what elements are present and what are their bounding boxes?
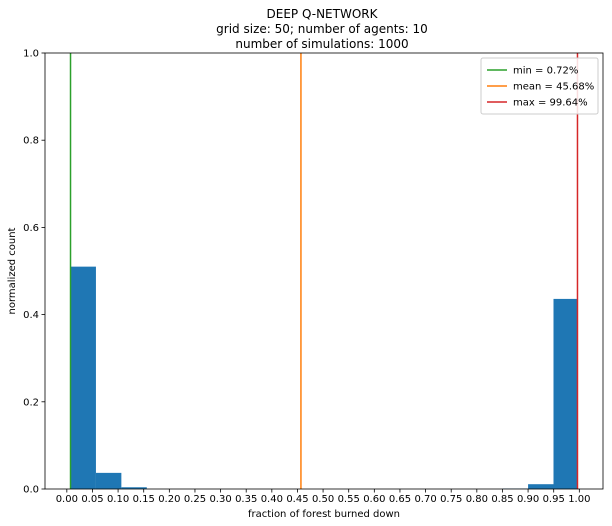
x-tick-label: 0.05: [81, 494, 103, 505]
x-tick-label: 0.65: [389, 494, 411, 505]
x-tick-label: 0.80: [466, 494, 488, 505]
x-axis-ticks: 0.00 0.05 0.10 0.15 0.20 0.25 0.30 0.35 0.40 0.45…: [56, 489, 590, 505]
bars-layer: [70, 266, 578, 489]
x-tick-label: 0.10: [107, 494, 129, 505]
legend-label: mean = 45.68%: [513, 82, 594, 93]
x-axis-label: fraction of forest burned down: [248, 509, 400, 520]
vlines-layer: [69, 53, 579, 489]
histogram-bar: [528, 484, 554, 489]
legend-box: [480, 57, 599, 115]
legend: min = 0.72% mean = 45.68% max = 99.64%: [480, 57, 599, 115]
y-tick-label: 0.6: [23, 223, 39, 234]
title-line-2: grid size: 50; number of agents: 10: [216, 22, 428, 36]
x-tick-label: 0.95: [543, 494, 565, 505]
x-tick-label: 0.45: [286, 494, 308, 505]
x-tick-label: 0.70: [414, 494, 436, 505]
x-tick-label: 0.50: [312, 494, 334, 505]
x-tick-label: 0.85: [491, 494, 513, 505]
x-tick-label: 0.30: [209, 494, 231, 505]
legend-label: max = 99.64%: [513, 98, 588, 109]
x-tick-label: 0.35: [235, 494, 257, 505]
histogram-bar: [553, 298, 578, 489]
x-tick-label: 0.00: [56, 494, 78, 505]
plot-frame: [44, 52, 604, 490]
histogram-bar: [95, 472, 122, 489]
y-tick-label: 0.0: [23, 485, 39, 496]
histogram-bar: [70, 266, 96, 489]
x-tick-label: 1.00: [568, 494, 590, 505]
y-tick-label: 0.2: [23, 397, 39, 408]
y-tick-label: 0.4: [23, 310, 39, 321]
x-tick-label: 0.55: [338, 494, 360, 505]
x-tick-label: 0.20: [158, 494, 180, 505]
x-tick-label: 0.15: [133, 494, 155, 505]
histogram-bar: [121, 487, 147, 489]
x-tick-label: 0.60: [363, 494, 385, 505]
x-tick-label: 0.25: [184, 494, 206, 505]
x-tick-label: 0.90: [517, 494, 539, 505]
chart-title: DEEP Q-NETWORK grid size: 50; number of …: [216, 7, 428, 51]
title-line-1: DEEP Q-NETWORK: [267, 7, 379, 21]
y-axis-label: normalized count: [7, 227, 18, 314]
legend-label: min = 0.72%: [513, 66, 578, 77]
x-tick-label: 0.40: [261, 494, 283, 505]
title-line-3: number of simulations: 1000: [235, 37, 408, 51]
y-tick-label: 1.0: [23, 49, 39, 60]
x-tick-label: 0.75: [440, 494, 462, 505]
y-tick-label: 0.8: [23, 136, 39, 147]
y-axis-ticks: 0.0 0.2 0.4 0.6 0.8 1.0: [23, 49, 45, 496]
